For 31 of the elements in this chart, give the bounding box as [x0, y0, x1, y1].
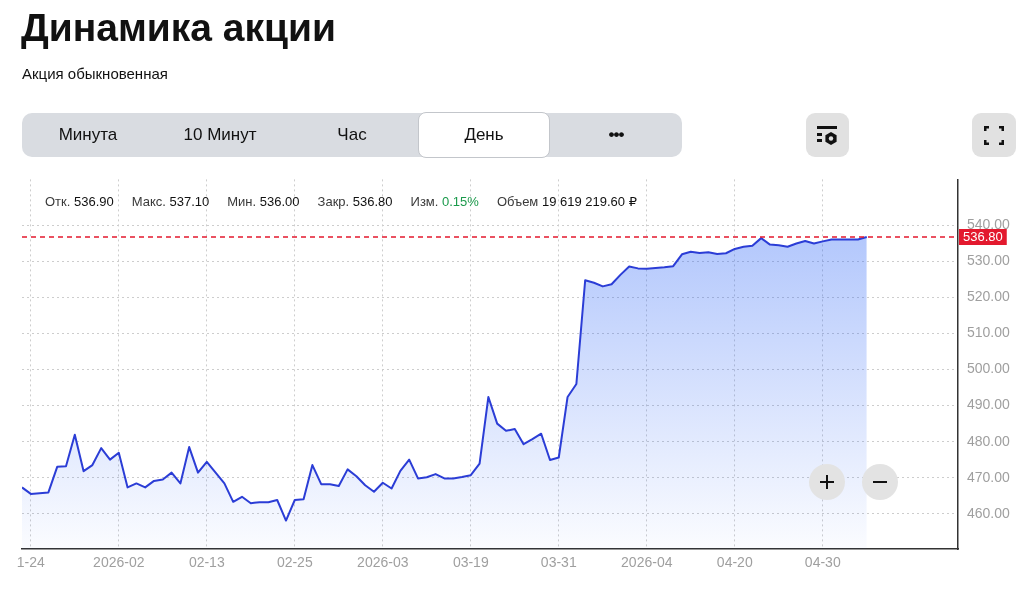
y-tick-label: 500.00: [967, 360, 1011, 377]
x-tick-label: 04-30: [804, 554, 841, 571]
y-tick-label: 460.00: [967, 504, 1011, 521]
tab-label: Час: [337, 125, 367, 145]
y-tick-label: 530.00: [967, 252, 1011, 269]
tab-label: День: [464, 125, 504, 145]
y-tick-label: 510.00: [967, 324, 1011, 341]
annotation: Изм. 0.15%: [410, 194, 479, 209]
x-tick-label: 2026-02: [93, 554, 145, 571]
y-tick-label: 470.00: [967, 468, 1011, 485]
annotation: Закр. 536.80: [317, 194, 393, 209]
annotation: Мин. 536.00: [227, 194, 300, 209]
y-tick-label: 480.00: [967, 432, 1011, 449]
x-tick-label: 03-31: [540, 554, 577, 571]
y-tick-label: 520.00: [967, 288, 1011, 305]
tab-label: Минута: [58, 125, 118, 145]
x-tick-label: 03-19: [452, 554, 489, 571]
x-tick-label: 1-24: [16, 554, 46, 571]
annotation: Объем 19 619 219.60 ₽: [496, 194, 637, 209]
tab-label: •••: [608, 125, 624, 145]
x-tick-label: 02-13: [188, 554, 225, 571]
x-tick-label: 02-25: [276, 554, 313, 571]
annotation: Макс. 537.10: [131, 194, 210, 209]
x-tick-label: 04-20: [716, 554, 753, 571]
x-tick-label: 2026-03: [357, 554, 409, 571]
chart-title: Динамика акции: [21, 5, 337, 51]
y-tick-label: 490.00: [967, 396, 1011, 413]
x-tick-label: 2026-04: [621, 554, 673, 571]
chart-subtitle: Акция обыкновенная: [22, 65, 168, 83]
annotation: Отк. 536.90: [45, 194, 114, 209]
tab-label: 10 Минут: [183, 125, 257, 145]
